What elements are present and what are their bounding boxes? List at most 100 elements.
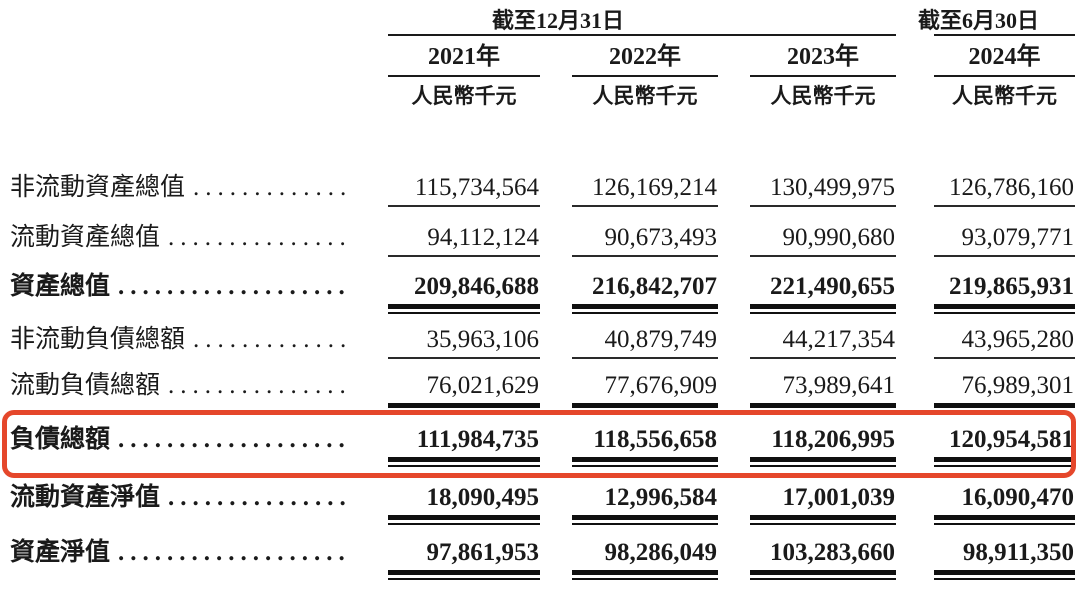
value-cell: 111,984,735 <box>388 408 540 467</box>
value-cell: 73,989,641 <box>750 359 896 408</box>
row-label: 資產總值 <box>10 273 111 300</box>
value-cell: 18,090,495 <box>388 467 540 525</box>
double-rule <box>572 304 718 314</box>
single-rule <box>388 357 540 359</box>
value-cell: 90,990,680 <box>750 207 896 257</box>
dot-leader: .............................. <box>193 326 346 353</box>
value: 120,954,581 <box>949 426 1074 453</box>
value: 216,842,707 <box>592 273 717 300</box>
single-rule <box>934 255 1075 257</box>
dot-leader: .............................. <box>168 224 346 251</box>
value: 90,673,493 <box>604 224 718 251</box>
double-rule <box>934 457 1075 467</box>
row-label: 流動負債總額 <box>10 372 161 399</box>
double-rule <box>572 457 718 467</box>
value-cell: 219,865,931 <box>934 257 1075 314</box>
single-rule <box>750 357 896 359</box>
value: 43,965,280 <box>961 326 1075 353</box>
thick-rule <box>750 403 896 408</box>
value-cell: 118,206,995 <box>750 408 896 467</box>
row-total-assets: 資產總值 .............................. 209,… <box>8 257 1080 314</box>
value-cell: 115,734,564 <box>388 158 540 207</box>
value: 40,879,749 <box>604 326 718 353</box>
double-rule <box>388 570 540 580</box>
value-cell: 130,499,975 <box>750 158 896 207</box>
row-net-current-assets: 流動資產淨值 .............................. 18… <box>8 467 1080 525</box>
unit-header: 人民幣千元 <box>411 84 517 108</box>
value: 209,846,688 <box>414 273 539 300</box>
row-label-cell: 資產總值 .............................. <box>8 257 388 314</box>
value: 77,676,909 <box>604 372 718 399</box>
unit-header: 人民幣千元 <box>770 84 876 108</box>
value-cell: 221,490,655 <box>750 257 896 314</box>
double-rule <box>572 570 718 580</box>
value-cell: 44,217,354 <box>750 314 896 359</box>
double-rule <box>750 304 896 314</box>
value: 35,963,106 <box>426 326 540 353</box>
single-rule <box>750 205 896 207</box>
dot-leader: .............................. <box>168 372 346 399</box>
dot-leader: .............................. <box>168 484 346 511</box>
value: 97,861,953 <box>426 539 540 566</box>
value-cell: 126,169,214 <box>572 158 718 207</box>
value: 103,283,660 <box>770 539 895 566</box>
value-cell: 16,090,470 <box>934 467 1075 525</box>
table-header-years: 2021年 2022年 2023年 2024年 <box>8 36 1080 77</box>
value: 126,786,160 <box>949 174 1074 201</box>
row-label-cell: 資產淨值 .............................. <box>8 525 388 580</box>
value-cell: 93,079,771 <box>934 207 1075 257</box>
single-rule <box>750 255 896 257</box>
row-total-current-assets: 流動資產總值 .............................. 94… <box>8 207 1080 257</box>
thick-rule <box>572 403 718 408</box>
double-rule <box>388 457 540 467</box>
value: 93,079,771 <box>961 224 1075 251</box>
row-label-cell: 流動資產總值 .............................. <box>8 207 388 257</box>
value-cell: 90,673,493 <box>572 207 718 257</box>
value: 17,001,039 <box>782 484 896 511</box>
value: 126,169,214 <box>592 174 717 201</box>
double-rule <box>388 304 540 314</box>
double-rule <box>750 570 896 580</box>
value: 98,286,049 <box>604 539 718 566</box>
double-rule <box>934 570 1075 580</box>
value: 98,911,350 <box>962 539 1074 566</box>
value: 115,734,564 <box>414 174 539 201</box>
value-cell: 216,842,707 <box>572 257 718 314</box>
col-group-jun30: 截至6月30日 <box>918 8 1075 36</box>
row-label-cell: 負債總額 .............................. <box>8 408 388 467</box>
value-cell: 118,556,658 <box>572 408 718 467</box>
value-cell: 76,989,301 <box>934 359 1075 408</box>
double-rule <box>750 515 896 525</box>
year-header-2024: 2024年 <box>934 36 1075 77</box>
row-label: 非流動負債總額 <box>10 326 186 353</box>
dot-leader: .............................. <box>118 273 346 300</box>
single-rule <box>572 357 718 359</box>
row-label: 流動資產淨值 <box>10 484 161 511</box>
value-cell: 94,112,124 <box>388 207 540 257</box>
double-rule <box>388 515 540 525</box>
value: 111,984,735 <box>416 426 539 453</box>
value: 90,990,680 <box>782 224 896 251</box>
single-rule <box>388 205 540 207</box>
double-rule <box>572 515 718 525</box>
unit-header: 人民幣千元 <box>952 84 1057 108</box>
col-group-jun30-label: 截至6月30日 <box>918 8 1040 33</box>
value: 219,865,931 <box>949 273 1074 300</box>
row-label: 資產淨值 <box>10 539 111 566</box>
value-cell: 77,676,909 <box>572 359 718 408</box>
row-net-assets: 資產淨值 .............................. 97,8… <box>8 525 1080 580</box>
value: 76,021,629 <box>426 372 540 399</box>
value: 12,996,584 <box>604 484 718 511</box>
year-header-2022: 2022年 <box>572 36 718 77</box>
value-cell: 103,283,660 <box>750 525 896 580</box>
value: 16,090,470 <box>961 484 1075 511</box>
row-label: 非流動資產總值 <box>10 174 186 201</box>
double-rule <box>934 304 1075 314</box>
row-total-liabilities: 負債總額 .............................. 111,… <box>8 408 1080 467</box>
value-cell: 97,861,953 <box>388 525 540 580</box>
value: 73,989,641 <box>782 372 896 399</box>
value: 130,499,975 <box>770 174 895 201</box>
value-cell: 209,846,688 <box>388 257 540 314</box>
row-total-non-current-assets: 非流動資產總值 .............................. 1… <box>8 158 1080 207</box>
single-rule <box>572 255 718 257</box>
